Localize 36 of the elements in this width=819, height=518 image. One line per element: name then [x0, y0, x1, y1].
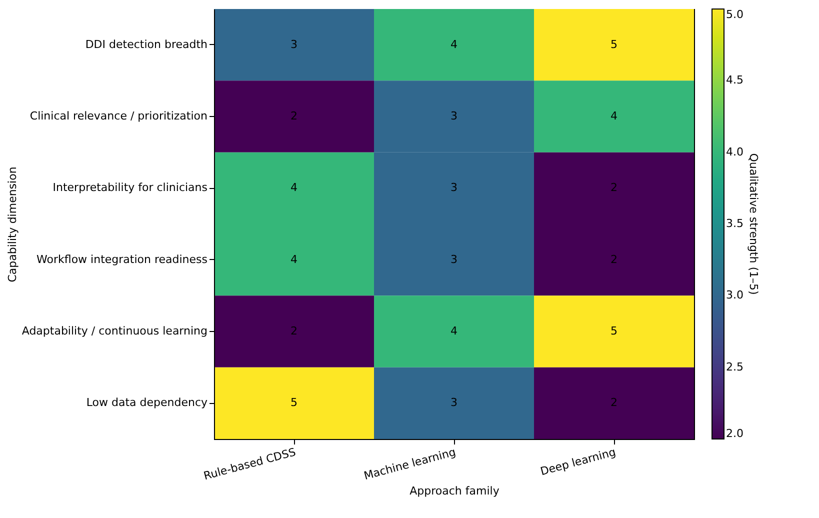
color-bar-label: 2.0 [726, 427, 744, 440]
data-label: 3 [450, 252, 458, 266]
y-tick-label: Low data dependency [86, 396, 208, 410]
y-tick-label: Interpretability for clinicians [52, 181, 208, 194]
data-label: 3 [450, 110, 458, 122]
y-tick-label: DDI detection breadth [85, 38, 208, 51]
data-label: 4 [450, 324, 458, 338]
y-tick-label: Workflow integration readiness [36, 252, 208, 266]
data-label: 2 [290, 324, 298, 338]
color-bar-label: 4.0 [726, 145, 744, 158]
color-bar-label: 5.0 [726, 8, 744, 21]
data-label: 4 [290, 181, 298, 194]
x-tick-label: Deep learning [539, 446, 618, 478]
data-label: 2 [610, 252, 618, 266]
color-bar-label: 3.5 [726, 217, 744, 230]
data-label: 3 [450, 181, 458, 194]
x-axis-title: Approach family [410, 484, 500, 498]
data-label: 4 [290, 252, 298, 266]
data-label: 2 [610, 181, 618, 194]
color-bar-title: Qualitative strength (1–5) [747, 153, 760, 295]
data-label: 2 [290, 110, 298, 122]
data-label: 4 [610, 110, 618, 122]
y-tick-label: Adaptability / continuous learning [22, 324, 208, 338]
data-label: 3 [290, 38, 298, 51]
data-label: 3 [450, 396, 458, 410]
data-label: 5 [610, 38, 618, 51]
data-label: 5 [290, 396, 298, 410]
color-bar-label: 4.5 [726, 74, 744, 87]
x-tick-label: Machine learning [362, 446, 458, 483]
color-bar-label: 3.0 [726, 288, 744, 302]
data-label: 4 [450, 38, 458, 51]
data-label: 5 [610, 324, 618, 338]
y-axis-title: Capability dimension [6, 166, 19, 282]
y-tick-label: Clinical relevance / prioritization [30, 110, 208, 122]
data-label: 2 [610, 396, 618, 410]
color-bar-label: 2.5 [726, 360, 744, 374]
